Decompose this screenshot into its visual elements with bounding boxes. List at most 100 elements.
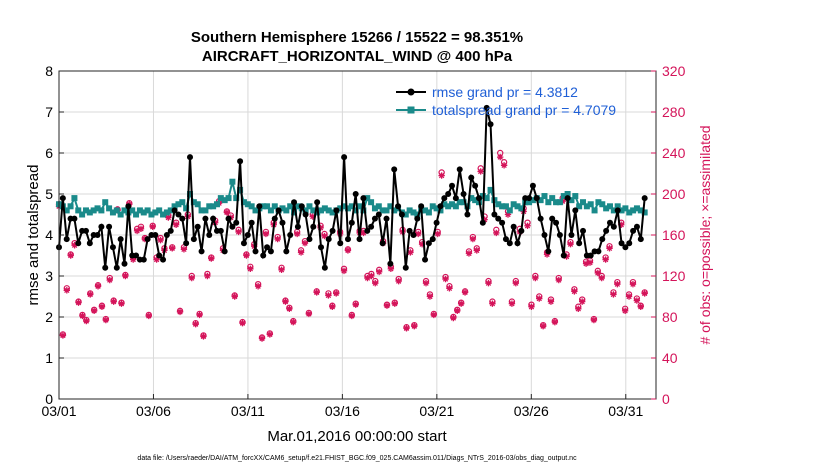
totalspread-point bbox=[433, 205, 440, 212]
rmse-point bbox=[260, 252, 267, 259]
rmse-point bbox=[252, 248, 259, 255]
obs-assimilated-point bbox=[602, 256, 609, 263]
totalspread-point bbox=[499, 203, 506, 210]
obs-assimilated-point bbox=[266, 331, 274, 338]
obs-assimilated-point bbox=[512, 279, 520, 287]
rmse-point bbox=[333, 207, 340, 214]
obs-assimilated-point bbox=[641, 290, 648, 297]
rmse-point bbox=[94, 232, 101, 238]
totalspread-point bbox=[568, 197, 575, 204]
totalspread-point bbox=[198, 207, 205, 214]
totalspread-point bbox=[252, 207, 259, 214]
rmse-point bbox=[529, 182, 536, 189]
totalspread-point bbox=[283, 207, 290, 214]
rmse-point bbox=[233, 219, 240, 226]
obs-assimilated-point bbox=[90, 307, 98, 315]
totalspread-point bbox=[217, 195, 224, 202]
rmse-point bbox=[229, 223, 236, 230]
obs-assimilated-point bbox=[133, 227, 141, 235]
totalspread-point bbox=[179, 199, 186, 206]
totalspread-point bbox=[610, 207, 617, 214]
totalspread-point bbox=[379, 207, 386, 214]
rmse-point bbox=[383, 215, 390, 222]
rmse-point bbox=[433, 219, 440, 226]
totalspread-point bbox=[414, 211, 421, 218]
rmse-point bbox=[564, 195, 571, 202]
obs-assimilated-point bbox=[313, 289, 320, 296]
obs-assimilated-point bbox=[621, 307, 629, 315]
obs-assimilated-point bbox=[145, 312, 153, 320]
legend-spread-marker bbox=[407, 106, 415, 114]
totalspread-point bbox=[348, 203, 355, 210]
totalspread-point bbox=[472, 197, 479, 204]
obs-assimilated-point bbox=[457, 300, 465, 307]
totalspread-point bbox=[109, 209, 116, 216]
totalspread-point bbox=[233, 195, 240, 202]
rmse-point bbox=[318, 244, 325, 251]
obs-assimilated-point bbox=[110, 298, 117, 305]
obs-assimilated-point bbox=[348, 312, 356, 320]
rmse-point bbox=[418, 203, 425, 210]
totalspread-point bbox=[63, 207, 70, 214]
y-tick-label: 0 bbox=[45, 391, 53, 407]
obs-assimilated-point bbox=[629, 281, 637, 288]
totalspread-point bbox=[495, 201, 502, 208]
rmse-point bbox=[568, 232, 575, 238]
obs-assimilated-point bbox=[500, 162, 508, 169]
obs-assimilated-point bbox=[329, 303, 336, 310]
rmse-point bbox=[256, 203, 263, 210]
obs-assimilated-point bbox=[578, 298, 586, 305]
totalspread-point bbox=[502, 203, 509, 210]
obs-assimilated-point bbox=[586, 259, 594, 266]
obs-assimilated-point bbox=[204, 272, 211, 280]
rmse-point bbox=[360, 195, 367, 202]
obs-assimilated-point bbox=[618, 221, 625, 228]
obs-assimilated-point bbox=[172, 221, 180, 228]
totalspread-point bbox=[553, 199, 560, 206]
obs-assimilated-point bbox=[539, 323, 547, 330]
rmse-point bbox=[630, 227, 637, 234]
rmse-point bbox=[437, 203, 444, 210]
obs-assimilated-point bbox=[528, 303, 535, 310]
rmse-point bbox=[483, 104, 490, 111]
totalspread-point bbox=[637, 207, 644, 214]
obs-assimilated-point bbox=[165, 214, 172, 221]
totalspread-point bbox=[452, 203, 459, 210]
rmse-point bbox=[641, 195, 648, 202]
obs-assimilated-point bbox=[59, 332, 67, 339]
totalspread-point bbox=[113, 207, 120, 214]
rmse-point bbox=[576, 240, 583, 247]
obs-assimilated-point bbox=[196, 311, 203, 319]
rmse-point bbox=[487, 121, 494, 128]
rmse-point bbox=[294, 223, 301, 230]
right-y-tick-label: 120 bbox=[662, 268, 686, 284]
obs-assimilated-point bbox=[418, 241, 426, 248]
totalspread-point bbox=[441, 201, 448, 208]
obs-assimilated-point bbox=[594, 269, 602, 277]
totalspread-point bbox=[244, 201, 251, 208]
totalspread-point bbox=[529, 197, 536, 204]
obs-assimilated-point bbox=[532, 274, 539, 282]
x-tick-label: 03/01 bbox=[41, 403, 76, 419]
obs-assimilated-point bbox=[309, 213, 316, 220]
rmse-point bbox=[133, 252, 140, 259]
totalspread-point bbox=[526, 199, 533, 206]
obs-assimilated-point bbox=[278, 266, 285, 274]
totalspread-point bbox=[237, 186, 244, 193]
obs-assimilated-point bbox=[465, 250, 473, 257]
rmse-point bbox=[171, 207, 178, 214]
x-tick-label: 03/06 bbox=[136, 403, 171, 419]
rmse-point bbox=[152, 232, 159, 238]
totalspread-point bbox=[171, 203, 178, 210]
totalspread-point bbox=[106, 205, 113, 212]
totalspread-point bbox=[133, 211, 140, 218]
obs-assimilated-point bbox=[98, 303, 106, 310]
totalspread-point bbox=[67, 203, 74, 210]
x-axis-label: Mar.01,2016 00:00:00 start bbox=[267, 428, 447, 445]
totalspread-point bbox=[291, 209, 298, 216]
rmse-point bbox=[626, 240, 633, 247]
obs-assimilated-point bbox=[493, 229, 500, 237]
rmse-point bbox=[456, 166, 463, 173]
obs-assimilated-point bbox=[352, 301, 359, 308]
rmse-point bbox=[560, 252, 567, 259]
